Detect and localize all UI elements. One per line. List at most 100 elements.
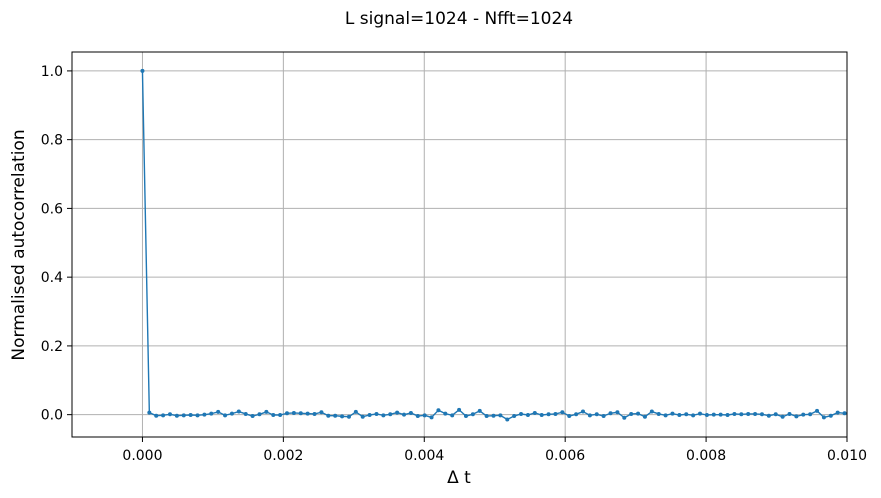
data-point [684,412,689,417]
y-tick-label: 0.4 [41,270,63,286]
data-point [794,414,799,419]
data-point [457,407,462,412]
series-line [141,70,845,421]
data-point [346,414,351,419]
data-point [580,409,585,414]
data-point [312,411,317,416]
y-tick-label: 0.6 [41,201,63,217]
data-point [808,412,813,417]
data-point [711,412,716,417]
x-tick-label: 0.006 [545,448,585,464]
data-point [395,410,400,415]
data-point [236,409,241,414]
data-point [291,410,296,415]
data-point [622,415,627,420]
data-point [753,411,758,416]
data-point [835,410,840,415]
y-axis: 0.0 0.2 0.4 0.6 0.8 1.0 [41,64,72,424]
data-point [642,414,647,419]
data-point [470,412,475,417]
data-point [353,409,358,414]
data-point [188,413,193,417]
data-point [257,412,262,417]
data-point [519,411,524,416]
data-point [636,411,641,416]
data-point [443,411,448,416]
data-point [408,410,413,415]
data-point [174,413,179,418]
data-point [415,414,420,419]
data-point [285,411,290,416]
data-point [195,413,200,418]
data-point [229,411,234,416]
data-point [340,414,345,419]
x-tick-label: 0.000 [122,448,162,464]
data-point [450,413,455,418]
y-tick-label: 1.0 [41,64,63,80]
data-point [539,413,544,417]
data-point [154,413,159,418]
data-point [147,410,152,415]
grid-lines [72,52,848,437]
data-point [326,413,331,418]
data-point [202,412,207,417]
data-point [216,409,221,414]
y-axis-label: Normalised autocorrelation [9,129,29,360]
data-point [250,414,255,419]
data-point [525,413,530,417]
data-point [670,411,675,416]
data-point [271,413,276,417]
data-point [367,413,372,417]
data-point [422,413,427,418]
data-point [278,413,283,417]
data-point [546,412,551,417]
data-point [477,408,482,413]
data-point [608,411,613,416]
data-point [560,410,565,415]
data-point [463,414,468,419]
data-point [209,411,214,416]
data-point [567,414,572,419]
data-point [298,411,303,416]
data-point [780,414,785,419]
data-point [402,412,407,417]
data-point [739,412,744,417]
data-point [766,413,771,418]
data-point [140,68,145,73]
x-tick-label: 0.010 [827,448,867,464]
data-point [649,409,654,414]
chart-title: L signal=1024 - Nfft=1024 [345,9,573,29]
data-point [360,414,365,419]
data-point [704,413,709,417]
data-point [498,413,503,418]
data-point [663,413,668,418]
series-autocorrelation [140,68,847,422]
data-point [388,412,393,417]
data-point [698,411,703,416]
data-point [181,413,186,418]
data-point [223,413,228,418]
data-point [732,411,737,416]
data-point [594,412,599,417]
data-point [319,410,324,415]
data-point [305,411,310,416]
data-point [842,411,847,416]
data-point [381,413,386,418]
y-tick-label: 0.8 [41,133,63,149]
data-point [264,409,269,414]
data-point [333,413,338,418]
data-point [746,411,751,416]
data-point [691,413,696,418]
x-axis-label: Δ t [447,468,471,488]
data-point [787,411,792,416]
data-point [429,415,434,420]
data-point [374,411,379,416]
x-tick-label: 0.002 [263,448,303,464]
data-point [677,413,682,417]
data-point [615,410,620,415]
x-tick-label: 0.008 [686,448,726,464]
data-point [718,412,723,417]
data-point [801,412,806,417]
data-point [725,413,730,417]
data-point [759,412,764,417]
